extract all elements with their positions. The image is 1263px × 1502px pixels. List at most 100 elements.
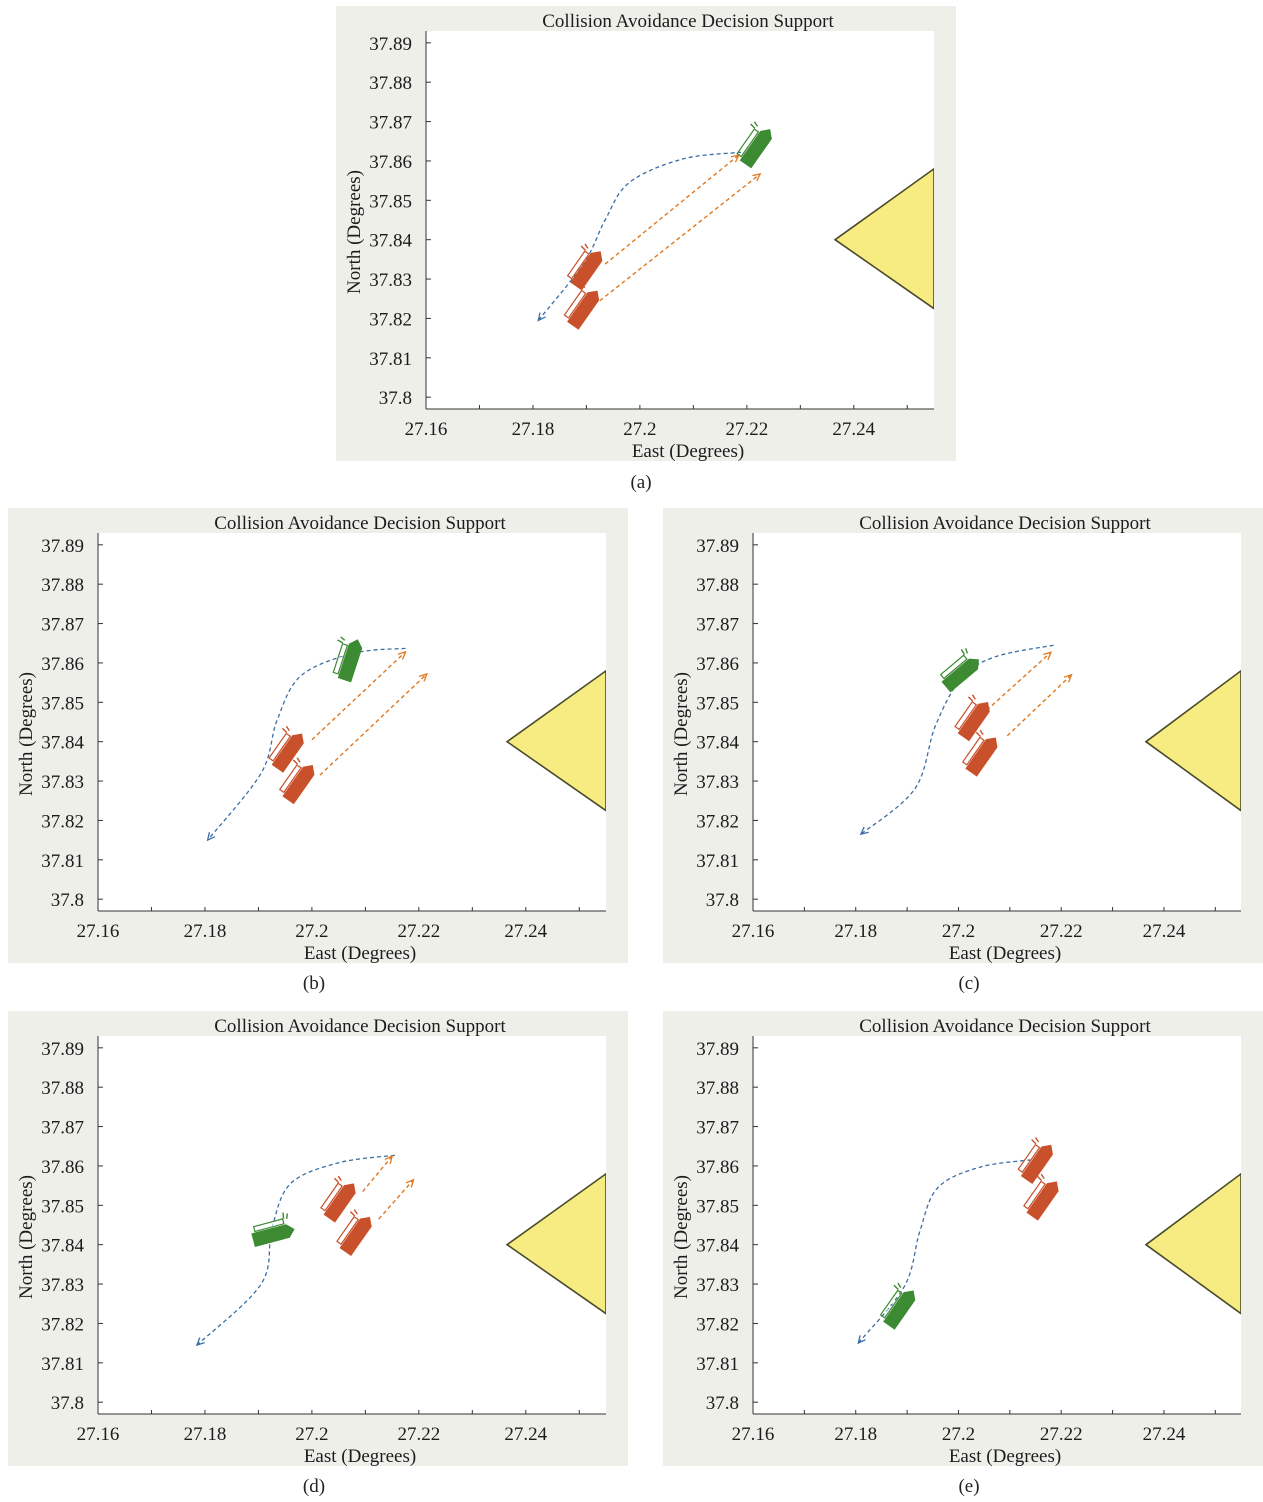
own-ship-icon-truss bbox=[739, 128, 757, 155]
target-ship-icon-deck bbox=[268, 732, 292, 762]
target-ship-path-arrow bbox=[384, 1154, 394, 1165]
target-ship-icon-mast bbox=[281, 725, 290, 734]
y-tick-label: 37.89 bbox=[41, 536, 84, 557]
y-tick-label: 37.8 bbox=[379, 388, 412, 409]
chart-title: Collision Avoidance Decision Support bbox=[542, 11, 834, 32]
target-ship-icon-truss bbox=[957, 701, 975, 728]
y-tick-label: 37.86 bbox=[41, 1157, 84, 1178]
target-ship-icon-truss bbox=[1020, 1144, 1038, 1171]
y-tick-label: 37.83 bbox=[369, 270, 412, 291]
target-ship-icon-deck bbox=[566, 250, 590, 280]
x-tick-label: 27.16 bbox=[732, 1424, 775, 1445]
x-tick-label: 27.24 bbox=[1143, 1424, 1186, 1445]
target-ship-icon-hull bbox=[323, 1183, 356, 1223]
y-tick-label: 37.85 bbox=[41, 693, 84, 714]
target-ship-icon bbox=[961, 729, 998, 777]
target-ship-icon-mast bbox=[975, 729, 984, 738]
chart-panel-a: 27.16 27.18 27.2 27.22 27.24 37.8 37.81 37.82 37… bbox=[336, 6, 956, 462]
y-tick-label: 37.83 bbox=[696, 772, 739, 793]
island bbox=[505, 669, 606, 812]
plot-area bbox=[98, 533, 606, 911]
own-ship-icon bbox=[939, 648, 979, 693]
y-tick-label: 37.86 bbox=[696, 1157, 739, 1178]
x-tick-label: 27.18 bbox=[184, 1424, 227, 1445]
own-ship-path-arrow bbox=[195, 1337, 205, 1347]
y-tick-label: 37.82 bbox=[369, 309, 412, 330]
target-ship-icon bbox=[954, 694, 990, 742]
target-ship-path bbox=[599, 173, 761, 302]
x-axis-label: East (Degrees) bbox=[949, 1446, 1061, 1467]
own-ship-icon-mast bbox=[960, 648, 969, 655]
y-tick-label: 37.85 bbox=[696, 1196, 739, 1217]
target-ship-icon-deck bbox=[320, 1182, 344, 1212]
x-tick-label: 27.22 bbox=[397, 1424, 440, 1445]
y-tick-label: 37.82 bbox=[41, 811, 84, 832]
y-tick-label: 37.8 bbox=[706, 1393, 739, 1414]
target-ship-path bbox=[604, 154, 740, 265]
own-ship-path bbox=[860, 644, 1054, 835]
target-ship-icon-hull bbox=[1020, 1144, 1053, 1185]
target-ship-icon-truss bbox=[271, 733, 289, 760]
own-ship-icon-hull bbox=[739, 129, 772, 169]
own-ship-icon-deck bbox=[736, 128, 760, 158]
target-ship-icon-mast bbox=[292, 757, 301, 765]
x-tick-label: 27.2 bbox=[942, 921, 975, 942]
caption-a: (a) bbox=[630, 472, 652, 493]
x-tick-label: 27.22 bbox=[725, 419, 768, 440]
y-axis-label: North (Degrees) bbox=[16, 1175, 37, 1299]
y-axis-label: North (Degrees) bbox=[671, 672, 692, 796]
y-tick-label: 37.81 bbox=[41, 1354, 84, 1375]
own-ship-icon bbox=[332, 636, 363, 683]
y-tick-label: 37.88 bbox=[696, 1078, 739, 1099]
y-axis-label: North (Degrees) bbox=[671, 1175, 692, 1299]
own-ship-icon-deck bbox=[332, 643, 349, 675]
island bbox=[1144, 1172, 1241, 1315]
x-tick-label: 27.16 bbox=[405, 419, 448, 440]
chart-panel-c: 27.16 27.18 27.2 27.22 27.24 37.8 37.81 37.82 37… bbox=[663, 508, 1263, 964]
target-ship-icon-hull bbox=[1026, 1181, 1059, 1221]
chart-title: Collision Avoidance Decision Support bbox=[214, 1016, 506, 1037]
y-tick-label: 37.8 bbox=[51, 1393, 84, 1414]
x-tick-label: 27.24 bbox=[832, 419, 875, 440]
target-ship-icon bbox=[1023, 1173, 1059, 1221]
target-ship-path-arrow bbox=[397, 650, 407, 660]
x-tick-label: 27.22 bbox=[1040, 1424, 1083, 1445]
plot-content bbox=[206, 636, 606, 842]
plot-area bbox=[753, 1036, 1241, 1414]
own-ship-icon-hull bbox=[251, 1224, 295, 1248]
x-tick-label: 27.2 bbox=[942, 1424, 975, 1445]
plot-content bbox=[537, 121, 934, 330]
y-tick-label: 37.87 bbox=[696, 1118, 739, 1139]
y-tick-label: 37.81 bbox=[369, 349, 412, 370]
y-tick-label: 37.84 bbox=[369, 231, 412, 252]
target-ship-icon bbox=[566, 243, 603, 291]
own-ship-icon-mast bbox=[282, 1212, 289, 1219]
own-ship-icon-mast bbox=[750, 121, 759, 129]
target-ship-icon-deck bbox=[954, 701, 978, 731]
own-ship-path bbox=[537, 151, 742, 321]
plot-area bbox=[426, 31, 934, 409]
own-ship-path-arrow bbox=[537, 312, 546, 322]
y-tick-label: 37.86 bbox=[696, 654, 739, 675]
x-tick-label: 27.22 bbox=[1040, 921, 1083, 942]
x-tick-label: 27.24 bbox=[1143, 921, 1186, 942]
own-ship-icon bbox=[879, 1282, 916, 1330]
own-ship-icon-hull bbox=[337, 639, 363, 683]
target-ship-icon-truss bbox=[339, 1216, 357, 1243]
target-ship-icon-mast bbox=[1036, 1173, 1045, 1181]
plot-content bbox=[857, 1137, 1241, 1345]
target-ship-path bbox=[986, 651, 1052, 711]
caption-e: (e) bbox=[958, 1476, 980, 1497]
target-ship-icon-hull bbox=[570, 251, 603, 291]
y-tick-label: 37.83 bbox=[696, 1275, 739, 1296]
island bbox=[1144, 669, 1241, 812]
y-tick-label: 37.81 bbox=[41, 851, 84, 872]
chart-panel-e: 27.16 27.18 27.2 27.22 27.24 37.8 37.81 37.82 37… bbox=[663, 1011, 1263, 1467]
island bbox=[505, 1172, 606, 1315]
y-tick-label: 37.89 bbox=[369, 34, 412, 55]
target-ship-icon-hull bbox=[567, 290, 600, 330]
caption-d: (d) bbox=[302, 1476, 326, 1497]
target-ship-path-arrow bbox=[405, 1178, 415, 1188]
x-tick-label: 27.16 bbox=[77, 1424, 120, 1445]
target-ship-icon-truss bbox=[323, 1183, 341, 1210]
